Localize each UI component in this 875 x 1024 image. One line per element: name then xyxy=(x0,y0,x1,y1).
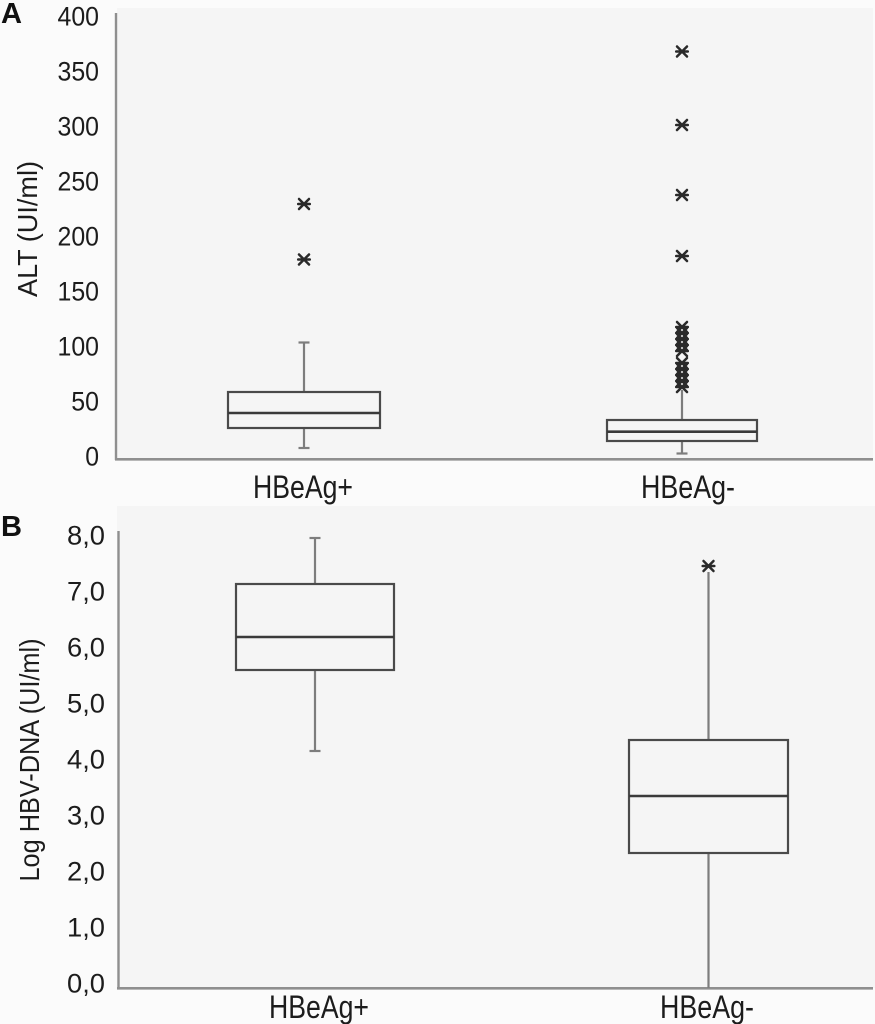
svg-text:4,0: 4,0 xyxy=(67,745,105,775)
svg-text:2,0: 2,0 xyxy=(67,857,105,887)
svg-text:HBeAg+: HBeAg+ xyxy=(269,989,369,1024)
svg-text:A: A xyxy=(1,0,22,30)
svg-text:0: 0 xyxy=(85,442,99,472)
svg-text:1,0: 1,0 xyxy=(67,913,105,943)
svg-text:Log HBV-DNA (UI/ml): Log HBV-DNA (UI/ml) xyxy=(14,639,45,882)
svg-text:150: 150 xyxy=(58,277,100,307)
svg-text:50: 50 xyxy=(71,387,99,417)
svg-text:ALT (UI/ml): ALT (UI/ml) xyxy=(12,161,43,297)
svg-text:HBeAg-: HBeAg- xyxy=(641,469,735,505)
svg-text:300: 300 xyxy=(58,112,100,142)
svg-text:7,0: 7,0 xyxy=(67,577,105,607)
svg-text:B: B xyxy=(1,511,22,543)
svg-text:8,0: 8,0 xyxy=(67,521,105,551)
svg-text:200: 200 xyxy=(58,222,100,252)
svg-text:3,0: 3,0 xyxy=(67,801,105,831)
svg-text:0,0: 0,0 xyxy=(67,969,105,999)
svg-text:400: 400 xyxy=(58,2,100,32)
svg-text:6,0: 6,0 xyxy=(67,633,105,663)
svg-text:250: 250 xyxy=(58,167,100,197)
svg-text:HBeAg-: HBeAg- xyxy=(660,989,754,1024)
svg-text:100: 100 xyxy=(58,332,100,362)
svg-text:HBeAg+: HBeAg+ xyxy=(253,469,353,505)
svg-text:5,0: 5,0 xyxy=(67,689,105,719)
svg-text:350: 350 xyxy=(58,57,100,87)
